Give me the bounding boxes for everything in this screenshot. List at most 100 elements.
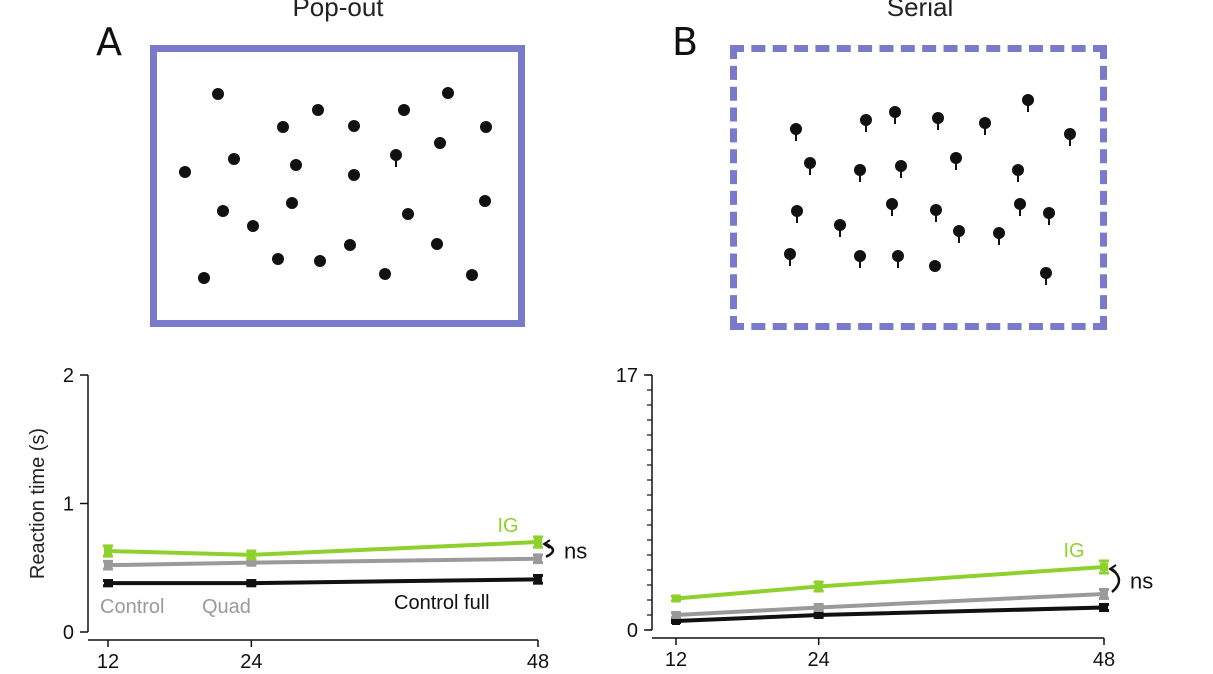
popout-dot [212,88,224,100]
series-label-ig: IG [1063,540,1084,562]
serial-dot [1064,128,1076,146]
serial-dot [791,205,803,223]
serial-dot [790,123,802,141]
panel-letter-a: A [96,20,122,64]
series-label-ig: IG [497,515,518,537]
popout-dot [272,253,284,265]
serial-dot [979,117,991,135]
data-point [104,579,112,588]
serial-dot [950,152,962,170]
popout-dot [442,87,454,99]
serial-dot [929,260,941,272]
data-point [1100,563,1108,571]
series-line-1 [107,556,539,568]
serial-dot [834,219,846,237]
data-point [814,582,823,591]
ns-label: ns [1130,569,1153,594]
data-point [104,547,112,556]
serial-dot [895,160,907,178]
x-tick-label: 12 [97,651,119,673]
data-point [1100,603,1108,612]
popout-dot [348,120,360,132]
serial-dot [953,225,965,243]
data-point [1100,590,1108,598]
serial-dot [1022,94,1034,112]
data-point [814,611,823,619]
popout-dot [344,239,356,251]
series-line-0 [675,565,1105,601]
popout-dot [198,272,210,284]
popout-dot [217,205,229,217]
popout-dot [290,159,302,171]
x-tick-label: 24 [808,649,830,671]
serial-dot [1040,267,1052,285]
data-point [814,603,823,612]
series-label-quad: Quad [202,596,251,618]
popout-dot [480,121,492,133]
data-point [534,554,542,563]
popout-dot [286,197,298,209]
ns-bracket-arrow [1108,564,1117,574]
x-tick-label: 48 [1093,649,1115,671]
y-axis-label: Reaction time (s) [27,428,49,579]
popout-dot [431,238,443,250]
serial-dot [854,250,866,268]
panel-title-serial: Serial [886,0,954,22]
x-tick-label: 24 [240,651,262,673]
serial-dot [930,204,942,222]
serial-dot [892,250,904,268]
popout-dot [402,208,414,220]
serial-dot [854,164,866,182]
series-line-2 [108,577,539,586]
ns-label: ns [564,538,587,563]
data-point [104,561,112,570]
data-point [672,611,680,619]
serial-dot [932,112,944,130]
popout-dot [179,166,191,178]
y-tick-label: 17 [616,365,638,387]
panel-letter-b: B [672,20,699,64]
ns-bracket [545,542,555,558]
serial-stimulus-frame [730,45,1107,330]
series-line-0 [107,540,539,557]
serial-dot [886,198,898,216]
popout-dot [247,220,259,232]
series-label-control: Control [100,596,164,618]
data-point [247,579,256,588]
y-tick-label: 0 [63,622,74,644]
data-point [534,538,542,547]
y-tick-label: 2 [63,365,74,387]
serial-dot [1043,207,1055,225]
serial-dot [1012,164,1024,182]
serial-dot [804,157,816,175]
serial-dot [889,106,901,124]
popout-dot [314,255,326,267]
data-point [247,550,256,559]
popout-dot [228,153,240,165]
data-point [672,594,680,603]
serial-dot [860,114,872,132]
popout-dot [434,137,446,149]
popout-dot [398,104,410,116]
popout-dot [390,149,402,167]
series-line-2 [675,605,1105,623]
popout-dot [348,169,360,181]
y-tick-label: 1 [63,494,74,516]
popout-dot [277,121,289,133]
x-tick-label: 48 [527,651,549,673]
popout-dot [479,195,491,207]
popout-dot [312,104,324,116]
serial-dot [784,248,796,266]
data-point [247,558,256,567]
popout-stimulus-frame [150,45,525,327]
popout-dot [466,269,478,281]
serial-dot [1014,198,1026,216]
panel-title-popout: Pop-out [292,0,384,22]
y-tick-label: 0 [627,620,638,642]
data-point [672,617,680,625]
serial-dot [993,227,1005,245]
series-label-control-full: Control full [394,592,490,614]
popout-dot [379,268,391,280]
x-tick-label: 12 [665,649,687,671]
